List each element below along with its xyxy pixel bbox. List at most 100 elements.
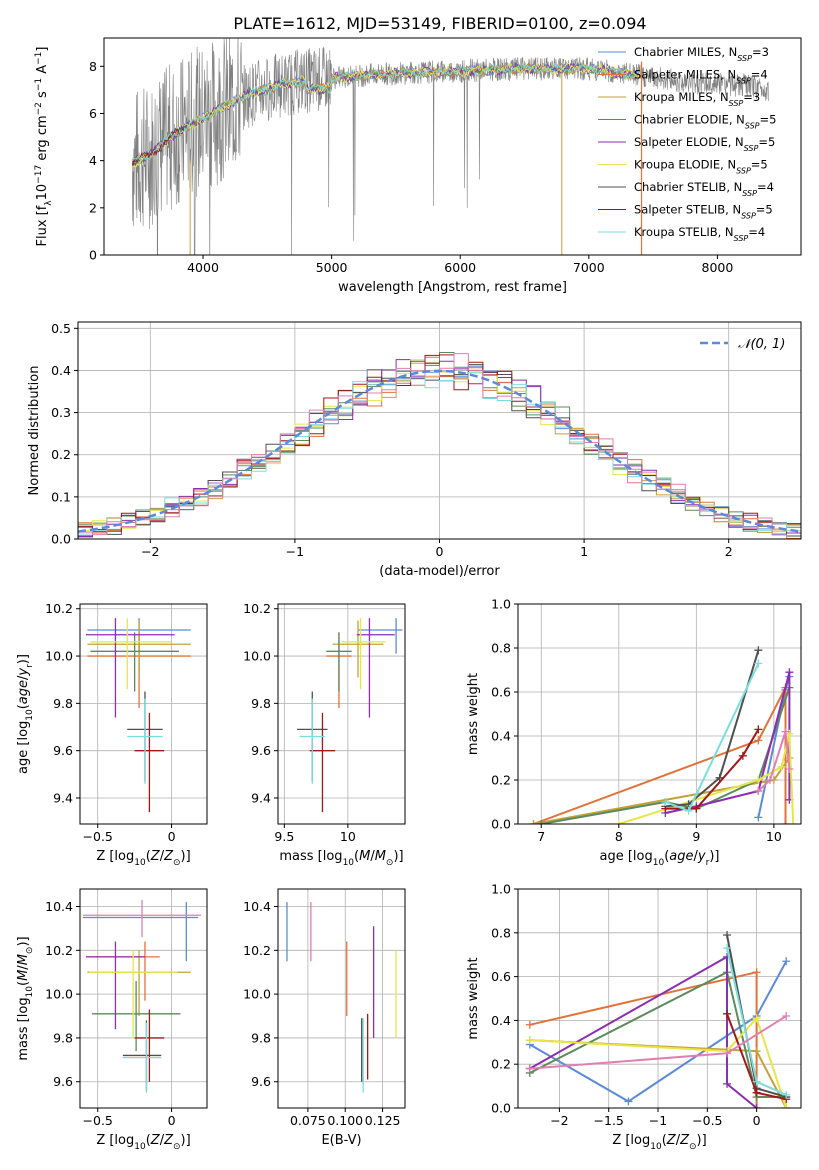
y-axis-label: mass weight: [466, 673, 481, 755]
errorbar-kroupa-miles: [87, 950, 191, 1017]
x-tick-label: 0: [753, 1113, 761, 1128]
weight-line-salpeter-elodie: [529, 955, 758, 1108]
x-tick-label: 0: [168, 1113, 176, 1128]
y-tick-label: 2: [89, 200, 97, 215]
x-tick-label: −0.5: [83, 1113, 113, 1128]
weight-marker: [754, 776, 763, 784]
x-tick-label: −0.5: [692, 1113, 722, 1128]
y-tick-label: 0.0: [491, 817, 511, 832]
weight-marker: [537, 820, 546, 824]
weight-marker: [624, 1097, 633, 1106]
errorbar-kroupa-elodie: [90, 618, 172, 690]
weight-marker: [752, 1077, 761, 1086]
x-tick-label: 0: [168, 829, 176, 844]
y-tick-label: 10.4: [45, 899, 73, 914]
x-axis-label: Z [log10(Z/Z⊙)]: [96, 1133, 190, 1152]
x-axis-label: wavelength [Angstrom, rest frame]: [338, 280, 567, 295]
legend-entry: Chabrier MILES, NSSP=3: [634, 45, 769, 63]
y-tick-label: 9.8: [251, 1030, 271, 1045]
weight-marker: [781, 820, 790, 824]
x-axis-label: Z [log10(Z/Z⊙)]: [96, 849, 190, 868]
weight-marker: [782, 1104, 791, 1108]
legend-entry: Kroupa MILES, NSSP=3: [634, 90, 760, 108]
legend-entry: Chabrier STELIB, NSSP=4: [634, 180, 774, 198]
x-axis-label: E(B-V): [321, 1133, 361, 1148]
weight-line-salpeter-miles: [533, 687, 787, 824]
weight-marker: [525, 1036, 534, 1045]
panel-residuals: −2 −1 0 1 2 0.0 0.1 0.2 0.3 0.4 0.5 (data-model)/er…: [27, 321, 802, 579]
axes-frame: [277, 603, 406, 825]
weight-marker: [525, 1020, 534, 1029]
y-tick-label: 10.2: [45, 943, 73, 958]
y-tick-label: 0.0: [51, 532, 71, 547]
weight-marker: [754, 725, 763, 734]
errorbar-chabrier-miles: [358, 618, 403, 654]
errorbar-kroupa-elodie: [341, 618, 386, 690]
y-tick-label: 9.8: [251, 696, 271, 711]
weight-marker: [661, 798, 670, 806]
axes-frame: [277, 888, 406, 1109]
x-tick-label: 0.125: [365, 1113, 401, 1128]
x-tick-label: 0.100: [327, 1113, 363, 1128]
legend-entry: Kroupa STELIB, NSSP=4: [634, 225, 765, 243]
weight-marker: [684, 806, 693, 815]
errorbar-salpeter-stelib: [309, 712, 336, 813]
y-tick-label: 9.4: [251, 790, 271, 805]
y-tick-label: 9.6: [53, 743, 73, 758]
weight-marker: [782, 1090, 791, 1099]
errorbar-kroupa-miles: [87, 620, 191, 678]
panel-Z-mass: −0.5 0 9.6 9.8 10.0 10.2 10.4 Z [log10(Z/Z⊙)] ma…: [16, 888, 208, 1152]
plot-area: [297, 618, 403, 813]
weight-line-kroupa-elodie: [529, 1016, 788, 1108]
x-tick-label: 10: [340, 829, 356, 844]
panel-mass-age: 9.5 10 9.4 9.6 9.8 10.0 10.2 mass [log10(M/M⊙)]: [243, 601, 406, 868]
y-tick-label: 10.0: [243, 649, 271, 664]
panel-age-weight: 7 8 9 10 0.0 0.2 0.4 0.6 0.8 1.0 age [log10(age/yr…: [466, 597, 802, 868]
weight-line-chabrier-miles: [529, 960, 788, 1103]
weight-marker: [723, 944, 732, 953]
y-tick-label: 9.8: [53, 1030, 73, 1045]
y-tick-label: 0.0: [491, 1101, 511, 1116]
y-tick-label: 10.2: [243, 601, 271, 616]
y-tick-label: 10.0: [45, 987, 73, 1002]
x-tick-label: 0.075: [290, 1113, 326, 1128]
x-axis-label: (data-model)/error: [379, 564, 500, 579]
x-tick-label: −0.5: [83, 829, 113, 844]
x-tick-label: −2: [550, 1113, 568, 1128]
y-tick-label: 9.4: [53, 790, 73, 805]
histogram-chabrier-elodie: [78, 352, 801, 532]
y-tick-label: 0.4: [51, 363, 71, 378]
y-tick-label: 0.4: [491, 729, 511, 744]
errorbar-kroupa-miles: [332, 620, 384, 678]
errorbar-kroupa-elodie: [88, 950, 178, 1038]
weight-marker: [754, 659, 763, 668]
y-tick-label: 0: [89, 248, 97, 263]
panel-spectrum: 4000 5000 6000 7000 8000 0 2 4 6 8 wavelength [Ang…: [34, 37, 802, 295]
y-axis-label: age [log10(age/yr)]: [16, 654, 35, 774]
weight-marker: [781, 727, 790, 736]
x-tick-label: 8000: [702, 260, 734, 275]
errorbar-chabrier-elodie: [326, 632, 352, 692]
weight-marker: [754, 736, 763, 745]
errorbar-kroupa-stelib: [127, 698, 163, 784]
weight-marker: [723, 1079, 732, 1088]
y-tick-label: 0.4: [491, 1013, 511, 1028]
legend-entry: Kroupa ELODIE, NSSP=5: [634, 158, 768, 176]
weight-marker: [782, 957, 791, 966]
x-tick-label: −2: [141, 544, 159, 559]
y-tick-label: 1.0: [491, 882, 511, 897]
y-tick-label: 0.2: [491, 773, 511, 788]
x-tick-label: 1: [580, 544, 588, 559]
histogram-pink: [78, 353, 801, 539]
y-tick-label: 10.2: [45, 601, 73, 616]
weight-line-chabrier-stelib: [665, 649, 760, 808]
normal-curve: [78, 369, 799, 533]
weight-marker: [777, 762, 786, 771]
data-spectrum-line: [132, 38, 770, 255]
plot-area: [131, 38, 770, 255]
weight-marker: [752, 1047, 761, 1056]
y-tick-label: 1.0: [491, 597, 511, 612]
x-tick-label: 9.5: [274, 829, 294, 844]
